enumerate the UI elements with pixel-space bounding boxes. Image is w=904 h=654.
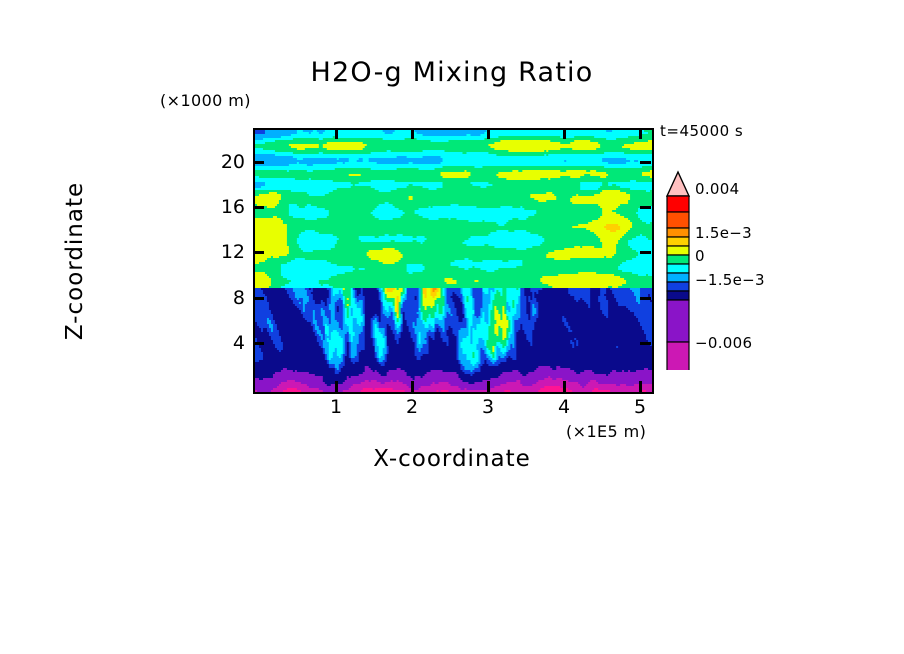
contour-plot-area: [253, 128, 654, 394]
y-tick-label-20: 20: [220, 151, 245, 173]
y-tick-mark-right: [640, 206, 651, 209]
x-tick-mark-top: [563, 128, 566, 139]
y-tick-mark: [253, 206, 264, 209]
x-tick-label-2: 2: [405, 396, 419, 418]
y-tick-mark: [253, 251, 264, 254]
y-tick-mark: [253, 297, 264, 300]
y-tick-mark: [253, 161, 264, 164]
y-tick-label-16: 16: [220, 196, 245, 218]
x-tick-mark-top: [335, 128, 338, 139]
colorbar-label-3: −1.5e−3: [695, 271, 765, 289]
y-tick-label-8: 8: [232, 287, 245, 309]
x-tick-mark-top: [411, 128, 414, 139]
x-axis-unit-label: (×1E5 m): [566, 422, 647, 441]
page-title: H2O-g Mixing Ratio: [310, 57, 594, 88]
y-tick-mark-right: [640, 297, 651, 300]
x-tick-label-3: 3: [481, 396, 495, 418]
x-tick-label-5: 5: [633, 396, 647, 418]
x-tick-mark: [487, 381, 490, 392]
x-tick-mark-top: [639, 128, 642, 139]
colorbar: [663, 170, 693, 411]
y-axis-title: Z-coordinate: [62, 181, 88, 341]
x-tick-mark: [639, 381, 642, 392]
colorbar-label-2: 0: [695, 247, 705, 265]
y-tick-label-4: 4: [232, 332, 245, 354]
x-axis-title: X-coordinate: [373, 446, 531, 472]
x-tick-label-4: 4: [557, 396, 571, 418]
x-tick-mark: [563, 381, 566, 392]
colorbar-label-4: −0.006: [695, 334, 753, 352]
y-tick-mark-right: [640, 161, 651, 164]
colorbar-label-1: 1.5e−3: [695, 224, 752, 242]
contour-field: [255, 130, 652, 392]
time-annotation: t=45000 s: [660, 122, 744, 140]
x-tick-mark: [411, 381, 414, 392]
y-tick-mark-right: [640, 342, 651, 345]
y-tick-mark: [253, 342, 264, 345]
x-tick-mark: [335, 381, 338, 392]
x-tick-label-1: 1: [329, 396, 343, 418]
x-tick-mark-top: [487, 128, 490, 139]
colorbar-label-0: 0.004: [695, 180, 740, 198]
y-axis-unit-label: (×1000 m): [160, 91, 251, 110]
y-tick-label-12: 12: [220, 241, 245, 263]
y-tick-mark-right: [640, 251, 651, 254]
colorbar-swatches: [665, 170, 691, 411]
